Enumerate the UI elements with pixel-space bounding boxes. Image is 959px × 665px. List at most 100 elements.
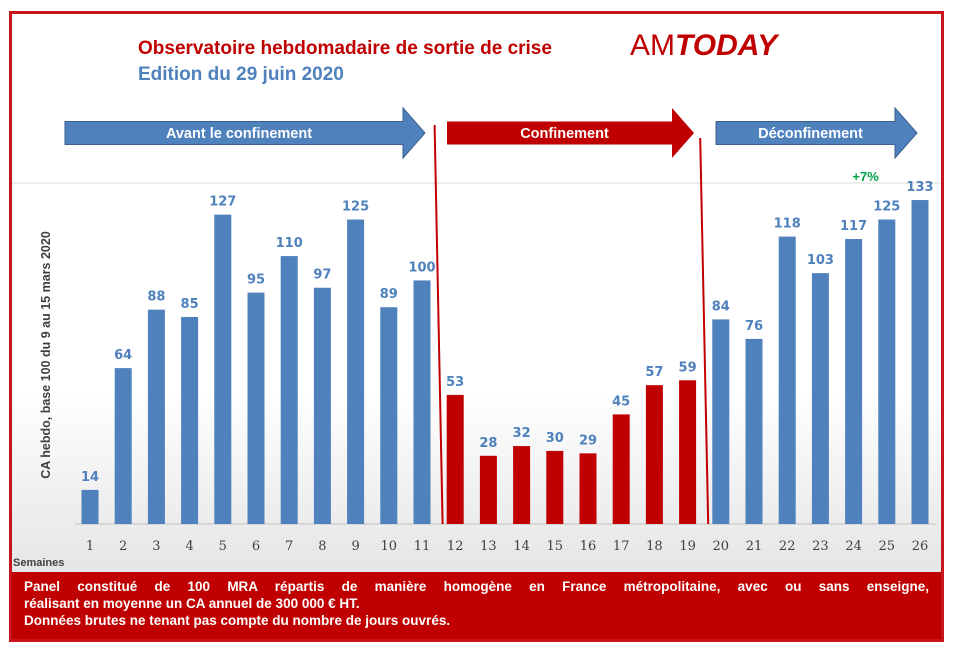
amtoday-logo: AMTODAY xyxy=(630,29,777,63)
data-label-week-17: 45 xyxy=(612,394,630,409)
data-label-week-6: 95 xyxy=(247,273,265,288)
bar-week-25 xyxy=(878,219,896,525)
x-tick-1: 1 xyxy=(86,539,94,554)
data-label-week-3: 88 xyxy=(147,290,165,305)
phase-label-3: Déconfinement xyxy=(758,126,863,142)
phase-dividers xyxy=(433,124,710,525)
logo-today-text: TODAY xyxy=(675,29,778,62)
data-label-week-10: 89 xyxy=(380,287,398,302)
bar-week-9 xyxy=(347,219,365,525)
bar-week-12 xyxy=(446,394,464,524)
x-tick-26: 26 xyxy=(912,539,929,554)
bar-week-2 xyxy=(114,368,132,524)
footer-line-3: Données brutes ne tenant pas compte du n… xyxy=(24,613,451,628)
x-tick-19: 19 xyxy=(679,539,696,554)
data-label-week-14: 32 xyxy=(513,426,531,441)
data-label-week-16: 29 xyxy=(579,433,597,448)
data-label-week-12: 53 xyxy=(446,375,464,390)
bar-week-4 xyxy=(181,316,199,524)
page-title: Observatoire hebdomadaire de sortie de c… xyxy=(138,38,552,59)
phase-arrows: Avant le confinement Confinement Déconfine… xyxy=(64,106,918,160)
bar-week-22 xyxy=(778,236,796,525)
x-axis-label: Semaines xyxy=(13,557,65,569)
x-tick-24: 24 xyxy=(845,539,862,554)
footer-line-2: réalisant en moyenne un CA annuel de 300… xyxy=(24,596,360,611)
data-label-week-19: 59 xyxy=(679,360,697,375)
data-label-week-2: 64 xyxy=(114,348,132,363)
x-tick-4: 4 xyxy=(185,539,193,554)
bar-week-15 xyxy=(546,450,564,524)
bar-week-26 xyxy=(911,200,929,525)
bar-week-23 xyxy=(811,273,829,524)
y-axis-label: CA hebdo, base 100 du 9 au 15 mars 2020 xyxy=(39,231,53,479)
bar-week-7 xyxy=(280,256,298,524)
x-tick-23: 23 xyxy=(812,539,829,554)
bar-week-20 xyxy=(712,319,730,524)
x-tick-15: 15 xyxy=(547,539,564,554)
bar-week-16 xyxy=(579,453,597,524)
bar-week-24 xyxy=(845,239,863,524)
bar-week-11 xyxy=(413,280,431,524)
bar-week-8 xyxy=(313,287,331,524)
phase-arrow-2 xyxy=(447,108,694,158)
bar-week-13 xyxy=(479,455,497,524)
phase-arrow-3 xyxy=(715,106,918,160)
bar-week-14 xyxy=(513,446,531,524)
data-label-week-7: 110 xyxy=(276,236,303,251)
x-tick-9: 9 xyxy=(351,539,359,554)
x-tick-7: 7 xyxy=(285,539,293,554)
data-label-week-26: 133 xyxy=(906,180,933,195)
phase-divider-1 xyxy=(433,124,444,525)
footer-line-1: Panel constitué de 100 MRA répartis de m… xyxy=(24,579,929,594)
x-tick-17: 17 xyxy=(613,539,630,554)
data-label-week-23: 103 xyxy=(807,253,834,268)
data-label-week-4: 85 xyxy=(181,297,199,312)
data-label-week-25: 125 xyxy=(873,200,900,215)
x-tick-3: 3 xyxy=(152,539,160,554)
data-label-week-24: 117 xyxy=(840,219,867,234)
bar-week-18 xyxy=(645,385,663,524)
phase-label-2: Confinement xyxy=(520,126,609,142)
bar-week-17 xyxy=(612,414,630,524)
bars: 1416428838541275956110797812598910100115… xyxy=(81,169,934,554)
x-tick-2: 2 xyxy=(119,539,127,554)
data-label-week-11: 100 xyxy=(408,260,435,275)
data-label-week-8: 97 xyxy=(313,268,331,283)
bar-week-1 xyxy=(81,489,99,524)
data-label-week-21: 76 xyxy=(745,319,763,334)
x-tick-22: 22 xyxy=(779,539,796,554)
growth-annotation: +7% xyxy=(852,169,879,184)
footer-note: Panel constitué de 100 MRA répartis de m… xyxy=(12,572,941,639)
data-label-week-20: 84 xyxy=(712,299,730,314)
bar-week-21 xyxy=(745,338,763,524)
data-label-week-15: 30 xyxy=(546,431,564,446)
x-tick-6: 6 xyxy=(252,539,260,554)
bar-week-3 xyxy=(147,309,165,524)
x-tick-12: 12 xyxy=(447,539,464,554)
data-label-week-5: 127 xyxy=(209,195,236,210)
data-label-week-1: 14 xyxy=(81,470,99,485)
x-tick-20: 20 xyxy=(713,539,730,554)
x-tick-8: 8 xyxy=(318,539,326,554)
phase-label-1: Avant le confinement xyxy=(166,126,312,142)
x-tick-25: 25 xyxy=(879,539,896,554)
x-tick-5: 5 xyxy=(219,539,227,554)
bar-week-19 xyxy=(679,380,697,524)
data-label-week-18: 57 xyxy=(645,365,663,380)
x-tick-14: 14 xyxy=(513,539,530,554)
x-tick-10: 10 xyxy=(381,539,398,554)
x-tick-11: 11 xyxy=(414,539,431,554)
bar-week-6 xyxy=(247,292,265,524)
x-tick-21: 21 xyxy=(746,539,763,554)
data-label-week-13: 28 xyxy=(479,436,497,451)
data-label-week-9: 125 xyxy=(342,200,369,215)
bar-week-10 xyxy=(380,307,398,524)
data-label-week-22: 118 xyxy=(774,217,801,232)
page-subtitle: Edition du 29 juin 2020 xyxy=(138,64,344,85)
x-tick-18: 18 xyxy=(646,539,663,554)
phase-divider-2 xyxy=(699,137,710,525)
bar-week-5 xyxy=(214,214,232,524)
logo-am-text: AM xyxy=(630,29,675,62)
x-tick-16: 16 xyxy=(580,539,597,554)
